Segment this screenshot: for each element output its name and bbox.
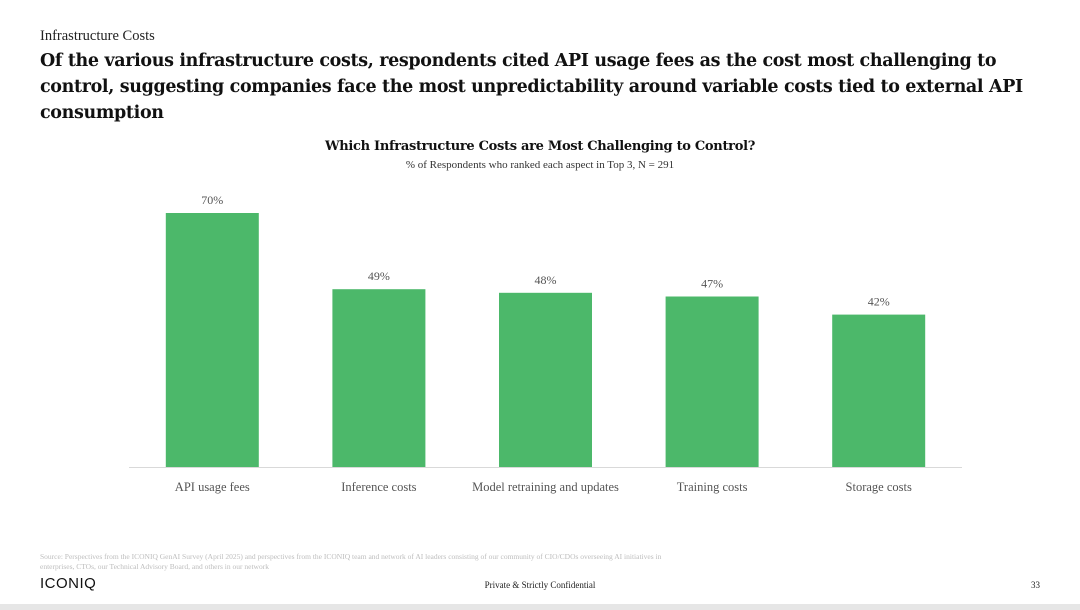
bar [332, 289, 426, 467]
category-label: Storage costs [846, 480, 912, 494]
page-title: Of the various infrastructure costs, res… [40, 51, 1023, 123]
page-number: 33 [1031, 580, 1040, 590]
bar [832, 314, 926, 467]
category-label: Training costs [677, 480, 748, 494]
data-label: 49% [368, 269, 390, 283]
category-label: Inference costs [341, 480, 416, 494]
data-label: 42% [868, 295, 890, 309]
chart-subtitle: % of Respondents who ranked each aspect … [405, 159, 675, 171]
iconiq-logo: ICONIQ [40, 575, 97, 592]
bar [165, 213, 259, 467]
source-note: Source: Perspectives from the ICONIQ Gen… [40, 552, 662, 571]
bar [665, 296, 759, 467]
category-label: API usage fees [175, 480, 250, 494]
category-label: Model retraining and updates [472, 480, 619, 494]
data-label: 47% [701, 277, 723, 291]
chart-title: Which Infrastructure Costs are Most Chal… [324, 139, 756, 154]
data-label: 48% [535, 273, 557, 287]
confidential-label: Private & Strictly Confidential [484, 580, 596, 590]
data-label: 70% [201, 193, 223, 207]
bar [499, 292, 592, 467]
section-label: Infrastructure Costs [40, 28, 155, 44]
bottom-edge [0, 604, 1080, 610]
